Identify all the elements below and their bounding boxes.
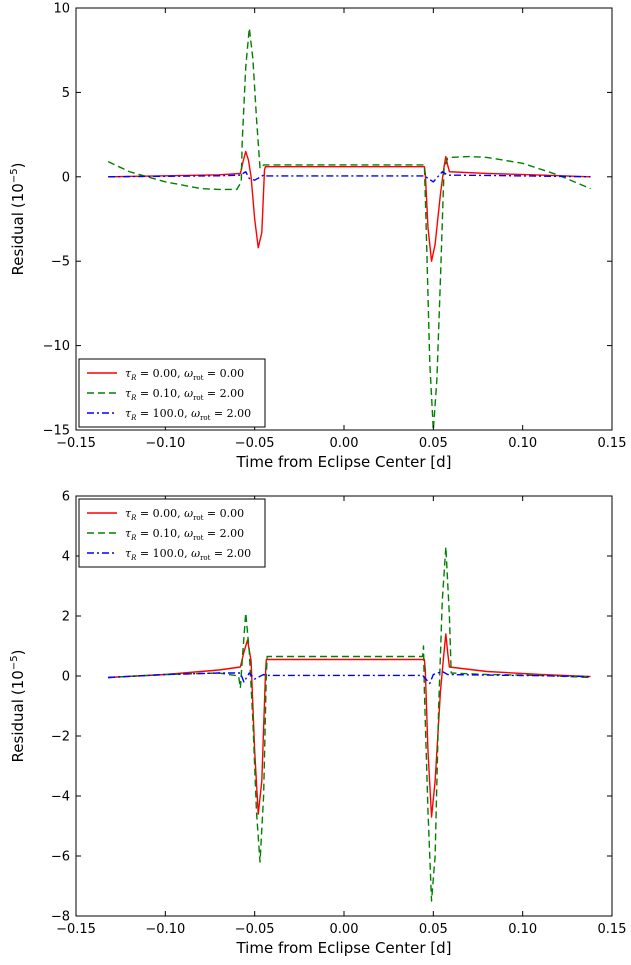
x-tick-label: −0.10	[145, 922, 185, 937]
legend-omega-value: = 2.00	[210, 547, 251, 560]
legend-label-1: τR = 0.00, ωrot = 0.00	[125, 367, 244, 382]
legend-omega-subscript: rot	[193, 534, 204, 542]
y-axis-label: Residual (10−5)	[9, 163, 27, 276]
legend-tau-value: = 100.0,	[136, 407, 191, 420]
legend-omega-symbol: ω	[184, 367, 193, 380]
legend-omega-value: = 0.00	[203, 367, 244, 380]
legend-tau-symbol: τ	[125, 407, 132, 420]
y-tick-label: −4	[51, 790, 70, 805]
y-axis-label: Residual (10−5)	[9, 650, 27, 763]
legend-tau-symbol: τ	[125, 547, 132, 560]
y-axis-label-unit: (10	[9, 183, 27, 208]
legend-omega-symbol: ω	[191, 407, 200, 420]
legend-omega-value: = 0.00	[203, 507, 244, 520]
series-group	[108, 546, 591, 902]
x-tick-label: −0.15	[56, 922, 96, 937]
y-axis-label-unit: (10	[9, 670, 27, 695]
y-axis-label-main: Residual	[9, 212, 27, 275]
legend-omega-symbol: ω	[191, 547, 200, 560]
x-tick-label: 0.05	[419, 436, 448, 451]
y-tick-label: 10	[53, 2, 70, 17]
y-tick-label: −5	[51, 255, 70, 270]
legend-omega-value: = 2.00	[203, 527, 244, 540]
legend-label-2: τR = 0.10, ωrot = 2.00	[125, 387, 244, 402]
series-line-3	[108, 670, 591, 685]
legend-omega-value: = 2.00	[203, 387, 244, 400]
legend-tau-value: = 100.0,	[136, 547, 191, 560]
legend-tau-symbol: τ	[125, 387, 132, 400]
series-line-2	[108, 546, 591, 902]
x-tick-label: −0.15	[56, 436, 96, 451]
legend-label-3: τR = 100.0, ωrot = 2.00	[125, 407, 251, 422]
legend-omega-symbol: ω	[184, 507, 193, 520]
y-tick-label: 5	[62, 86, 70, 101]
series-group	[107, 27, 591, 430]
x-tick-label: 0.00	[330, 922, 359, 937]
legend-label-1: τR = 0.00, ωrot = 0.00	[125, 507, 244, 522]
legend-omega-value: = 2.00	[210, 407, 251, 420]
legend-tau-subscript: R	[130, 514, 137, 522]
legend-omega-subscript: rot	[193, 514, 204, 522]
x-axis-label: Time from Eclipse Center [d]	[235, 939, 451, 957]
legend-tau-subscript: R	[130, 374, 137, 382]
legend-tau-symbol: τ	[125, 527, 132, 540]
x-tick-label: −0.10	[145, 436, 185, 451]
y-axis-label-close: )	[9, 163, 27, 169]
x-tick-label: 0.15	[598, 922, 627, 937]
legend-tau-subscript: R	[130, 554, 137, 562]
x-tick-label: −0.05	[235, 436, 275, 451]
chart-panel-1: −0.15 −0.10 −0.05 0.00 0.05 0.10 0.15 −15 −10 −5 0…	[9, 2, 626, 472]
legend-tau-symbol: τ	[125, 367, 132, 380]
y-tick-label: 4	[62, 550, 70, 565]
chart-panel-2: −0.15 −0.10 −0.05 0.00 0.05 0.10 0.15 −8 −6 −4 −2 0…	[9, 490, 626, 958]
y-tick-label: 2	[62, 610, 70, 625]
legend-omega-subscript: rot	[200, 414, 211, 422]
y-tick-label: −10	[43, 339, 70, 354]
legend-tau-value: = 0.00,	[136, 507, 184, 520]
y-tick-label: −6	[51, 850, 70, 865]
legend-omega-subscript: rot	[193, 394, 204, 402]
y-axis-label-exp: −5	[9, 168, 20, 183]
y-tick-label: 0	[62, 170, 70, 185]
legend-tau-value: = 0.10,	[136, 387, 184, 400]
x-tick-label: 0.10	[508, 922, 537, 937]
legend-omega-symbol: ω	[184, 527, 193, 540]
legend-tau-subscript: R	[130, 394, 137, 402]
series-line-1	[108, 150, 591, 262]
x-tick-label: 0.15	[598, 436, 627, 451]
legend-tau-value: = 0.10,	[136, 527, 184, 540]
y-tick-label: −2	[51, 730, 70, 745]
y-tick-label: −8	[51, 910, 70, 925]
y-axis-label-exp: −5	[9, 655, 20, 670]
x-tick-label: −0.05	[235, 922, 275, 937]
y-axis-label-close: )	[9, 650, 27, 656]
x-axis-label: Time from Eclipse Center [d]	[235, 453, 451, 471]
y-tick-label: 6	[62, 490, 70, 505]
x-tick-label: 0.10	[508, 436, 537, 451]
legend-label-3: τR = 100.0, ωrot = 2.00	[125, 547, 251, 562]
legend-omega-subscript: rot	[200, 554, 211, 562]
series-line-1	[108, 633, 591, 818]
legend-tau-value: = 0.00,	[136, 367, 184, 380]
legend-label-2: τR = 0.10, ωrot = 2.00	[125, 527, 244, 542]
legend-tau-subscript: R	[130, 414, 137, 422]
legend-omega-symbol: ω	[184, 387, 193, 400]
legend-tau-symbol: τ	[125, 507, 132, 520]
series-line-2	[107, 27, 591, 430]
y-axis-label-main: Residual	[9, 699, 27, 762]
series-line-3	[108, 171, 591, 183]
x-tick-label: 0.05	[419, 922, 448, 937]
y-tick-label: 0	[62, 670, 70, 685]
x-tick-label: 0.00	[330, 436, 359, 451]
y-tick-label: −15	[43, 424, 70, 439]
legend-tau-subscript: R	[130, 534, 137, 542]
legend-omega-subscript: rot	[193, 374, 204, 382]
